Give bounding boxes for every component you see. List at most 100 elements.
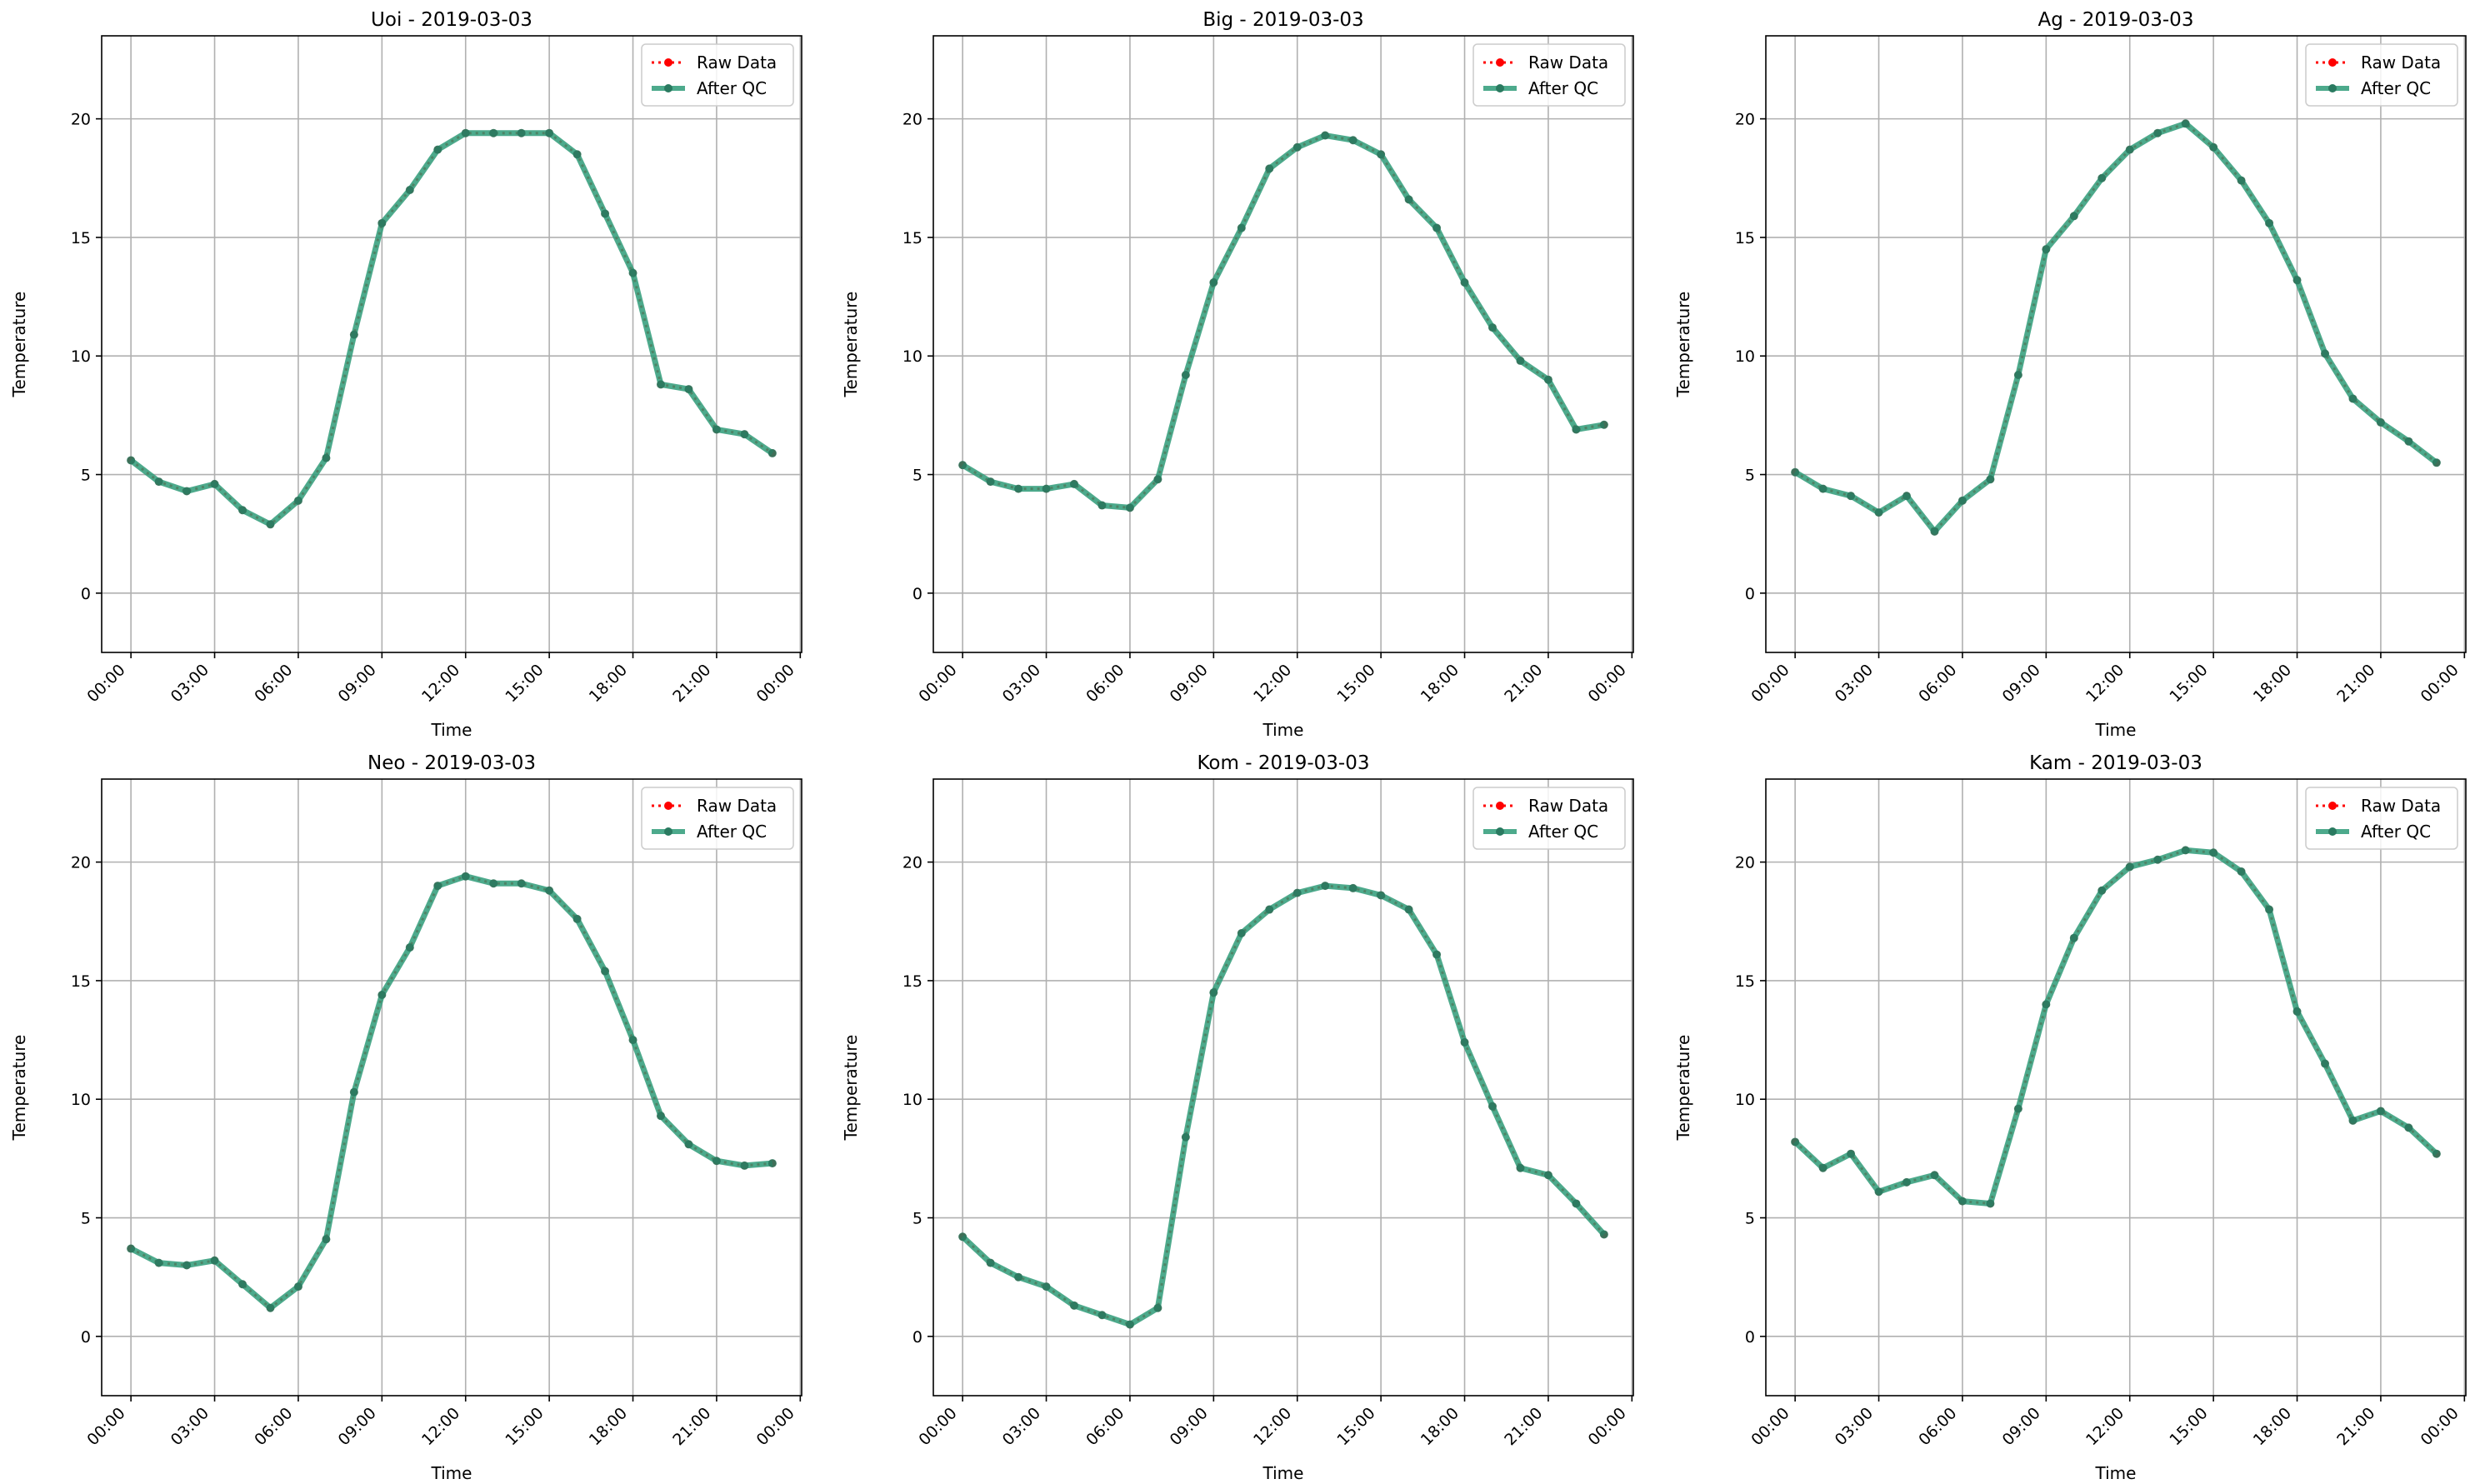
legend-label-raw-data: Raw Data [1528,52,1608,72]
x-tick-label: 00:00 [83,661,128,706]
after-qc-point [2181,846,2190,855]
after-qc-point [1042,484,1051,493]
legend-label-after-qc: After QC [1528,78,1598,98]
x-tick-label: 15:00 [2166,1404,2211,1449]
y-tick-label: 15 [902,972,922,991]
after-qc-point [2069,212,2078,221]
y-tick-label: 10 [902,347,922,366]
after-qc-point [628,268,638,277]
x-tick-label: 12:00 [418,1404,463,1449]
x-tick-label: 06:00 [251,1404,296,1449]
after-qc-line [1793,120,2438,535]
after-qc-point [489,128,498,137]
series-after-qc [958,131,1608,512]
x-tick-label: 03:00 [999,661,1044,706]
after-qc-point [1348,883,1358,892]
grid [102,36,802,652]
y-axis-label: Temperature [841,1035,861,1142]
after-qc-point [572,150,582,159]
subplot-5: 00:00 03:00 06:00 09:00 12:00 15:00 18:00 21:00… [841,752,1634,1483]
after-qc-point [2348,394,2358,403]
x-tick-label: 15:00 [1333,1404,1378,1449]
y-tick-label: 5 [912,1210,922,1228]
x-tick-label: 03:00 [168,1404,212,1449]
axes-frame [101,35,802,653]
legend-label-raw-data: Raw Data [2361,796,2441,816]
after-qc-point [1153,475,1162,484]
x-tick-label: 06:00 [251,661,296,706]
after-qc-point [1125,503,1134,512]
after-qc-point [154,1258,163,1267]
raw-data-line [962,884,1605,1327]
after-qc-point [1572,425,1581,434]
y-tick-label: 20 [902,111,922,129]
x-axis: 00:00 03:00 06:00 09:00 12:00 15:00 18:00 21:00… [1748,1396,2466,1449]
legend: Raw Data After QC [641,43,794,107]
after-qc-point [2292,1007,2302,1016]
after-qc-point [986,477,995,487]
after-qc-point [2265,905,2274,914]
after-qc-point [154,477,163,487]
after-qc-point [1572,1199,1581,1208]
after-qc-point [210,479,219,488]
after-qc-point [1460,1037,1469,1047]
y-tick-label: 10 [71,1091,91,1109]
series-raw-data [958,132,1608,512]
y-axis: 0 5 10 15 20 [902,111,933,603]
y-axis-label: Temperature [1673,292,1693,398]
series-after-qc [958,882,1608,1329]
after-qc-point [684,385,693,394]
after-qc-point [266,1303,275,1312]
y-tick-label: 20 [71,111,91,129]
x-axis: 00:00 03:00 06:00 09:00 12:00 15:00 18:00 21:00… [915,652,1633,706]
x-tick-label: 12:00 [1250,661,1295,706]
x-tick-label: 00:00 [2418,661,2462,706]
after-qc-point [127,456,136,465]
raw-data-line [962,133,1605,509]
subplot-3: 00:00 03:00 06:00 09:00 12:00 15:00 18:00 21:00… [1673,9,2467,740]
y-tick-label: 10 [902,1091,922,1109]
after-qc-line [961,132,1605,511]
after-qc-point [2153,128,2162,137]
series-raw-data [127,872,777,1312]
y-tick-label: 15 [71,972,91,991]
after-qc-point [1292,888,1302,897]
after-qc-point [349,1087,358,1097]
after-qc-point [1958,496,1967,505]
after-qc-point [2376,417,2385,427]
legend-qc-marker [2328,827,2337,836]
y-axis-label: Temperature [9,1035,29,1142]
after-qc-point [768,1159,777,1168]
after-qc-point [2125,862,2134,872]
x-tick-label: 18:00 [1418,661,1462,706]
x-axis-label: Time [1262,720,1304,740]
legend-label-raw-data: Raw Data [697,796,777,816]
legend-raw-marker [1496,802,1504,810]
after-qc-point [378,991,387,999]
after-qc-point [2237,176,2246,185]
after-qc-point [517,879,526,888]
x-tick-label: 09:00 [335,661,380,706]
x-tick-label: 03:00 [1832,1404,1877,1449]
legend: Raw Data After QC [2305,787,2458,850]
after-qc-point [2098,173,2107,182]
after-qc-point [1292,142,1302,152]
y-tick-label: 0 [1745,585,1755,603]
after-qc-point [378,218,387,227]
after-qc-point [656,1112,665,1121]
x-tick-label: 18:00 [586,661,631,706]
after-qc-point [1930,1171,1939,1180]
after-qc-point [2237,867,2246,876]
after-qc-point [958,461,968,470]
after-qc-point [182,487,192,496]
x-tick-label: 21:00 [669,1404,714,1449]
y-tick-label: 5 [81,1210,91,1228]
x-axis: 00:00 03:00 06:00 09:00 12:00 15:00 18:00 21:00… [915,1396,1633,1449]
series-raw-data [1791,119,2441,536]
after-qc-point [1404,905,1413,914]
after-qc-point [601,209,610,218]
x-axis: 00:00 03:00 06:00 09:00 12:00 15:00 18:00 21:00… [1748,652,2466,706]
after-qc-point [433,882,442,891]
axes-frame [932,778,1634,1397]
